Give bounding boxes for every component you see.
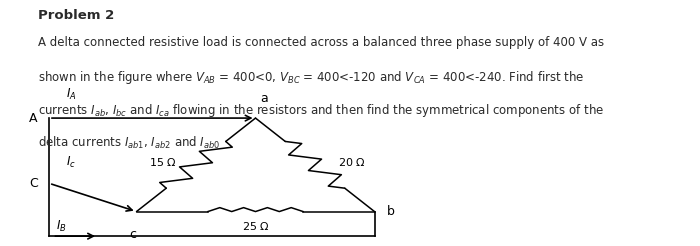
Text: $I_c$: $I_c$: [66, 155, 76, 170]
Text: a: a: [260, 92, 268, 105]
Text: $I_A$: $I_A$: [66, 87, 77, 102]
Text: 25 $\Omega$: 25 $\Omega$: [241, 220, 270, 232]
Text: 15 $\Omega$: 15 $\Omega$: [148, 156, 176, 168]
Text: $I_B$: $I_B$: [56, 219, 66, 234]
Text: c: c: [130, 228, 136, 241]
Text: C: C: [29, 177, 38, 190]
Text: 20 $\Omega$: 20 $\Omega$: [337, 156, 365, 168]
Text: A: A: [29, 112, 38, 124]
Text: shown in the figure where $V_{AB}$ = 400<0, $V_{BC}$ = 400<-120 and $V_{CA}$ = 4: shown in the figure where $V_{AB}$ = 400…: [38, 69, 585, 86]
Text: A delta connected resistive load is connected across a balanced three phase supp: A delta connected resistive load is conn…: [38, 36, 605, 49]
Text: delta currents $I_{ab1}$, $I_{ab2}$ and $I_{ab0}$: delta currents $I_{ab1}$, $I_{ab2}$ and …: [38, 135, 220, 151]
Text: currents $I_{ab}$, $I_{bc}$ and $I_{ca}$ flowing in the resistors and then find : currents $I_{ab}$, $I_{bc}$ and $I_{ca}$…: [38, 102, 605, 119]
Text: b: b: [387, 205, 395, 218]
Text: Problem 2: Problem 2: [38, 9, 115, 22]
